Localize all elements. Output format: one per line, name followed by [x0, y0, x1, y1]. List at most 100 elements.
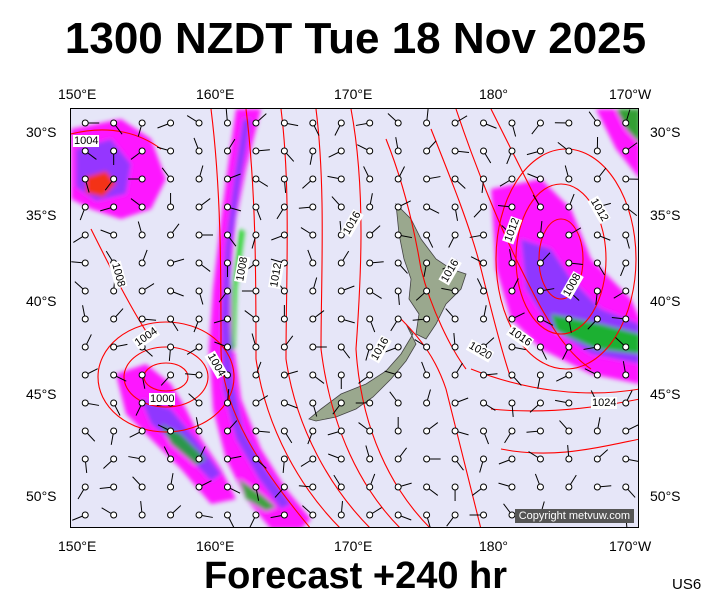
rain-patch-east-heavy — [551, 314, 638, 354]
station-marker — [480, 119, 488, 127]
north-island — [395, 202, 467, 340]
station-marker — [451, 175, 459, 183]
station-marker — [622, 287, 630, 295]
station-marker — [480, 511, 488, 519]
station-marker — [195, 287, 203, 295]
lat-label-right-40s: 40°S — [650, 293, 681, 309]
station-marker — [451, 399, 459, 407]
station-marker — [252, 427, 260, 435]
lat-label-left-40s: 40°S — [26, 293, 57, 309]
station-marker — [81, 371, 89, 379]
station-marker — [337, 315, 345, 323]
station-marker — [280, 455, 288, 463]
station-marker — [508, 483, 516, 491]
station-marker — [195, 203, 203, 211]
station-marker — [337, 259, 345, 267]
station-marker — [366, 399, 374, 407]
station-marker — [622, 483, 630, 491]
rain-patch-nw-heavy — [86, 171, 116, 197]
station-marker — [110, 371, 118, 379]
station-marker — [223, 259, 231, 267]
isobar-9 — [400, 318, 482, 527]
station-marker — [223, 119, 231, 127]
station-marker — [536, 483, 544, 491]
station-marker — [337, 119, 345, 127]
station-marker — [536, 231, 544, 239]
station-marker — [280, 203, 288, 211]
station-marker — [252, 511, 260, 519]
station-marker — [337, 511, 345, 519]
station-marker — [223, 175, 231, 183]
model-code: US6 — [672, 576, 702, 593]
station-marker — [252, 175, 260, 183]
station-marker — [394, 371, 402, 379]
station-marker — [138, 427, 146, 435]
station-marker — [536, 371, 544, 379]
station-marker — [252, 259, 260, 267]
station-marker — [480, 399, 488, 407]
station-marker — [394, 511, 402, 519]
station-marker — [110, 119, 118, 127]
station-marker — [394, 343, 402, 351]
station-marker — [423, 511, 431, 519]
station-marker — [337, 287, 345, 295]
station-marker — [309, 119, 317, 127]
station-marker — [81, 483, 89, 491]
isobar-5 — [280, 109, 370, 527]
station-marker — [252, 455, 260, 463]
station-marker — [110, 399, 118, 407]
station-marker — [508, 455, 516, 463]
station-marker — [280, 175, 288, 183]
station-marker — [138, 147, 146, 155]
station-marker — [110, 455, 118, 463]
station-marker — [81, 343, 89, 351]
station-marker — [337, 455, 345, 463]
station-marker — [223, 399, 231, 407]
station-marker — [508, 119, 516, 127]
station-marker — [622, 343, 630, 351]
station-marker — [81, 399, 89, 407]
station-marker — [81, 287, 89, 295]
station-marker — [110, 483, 118, 491]
station-marker — [366, 119, 374, 127]
rain-patch-sw-heavy — [161, 424, 206, 465]
station-marker — [451, 119, 459, 127]
station-marker — [593, 455, 601, 463]
station-marker — [593, 259, 601, 267]
station-marker — [394, 119, 402, 127]
station-marker — [337, 175, 345, 183]
station-marker — [622, 399, 630, 407]
station-marker — [593, 343, 601, 351]
station-marker — [138, 175, 146, 183]
station-marker — [366, 147, 374, 155]
station-marker — [138, 483, 146, 491]
station-marker — [565, 119, 573, 127]
lat-label-left-30s: 30°S — [26, 124, 57, 140]
station-marker — [337, 427, 345, 435]
station-marker — [167, 147, 175, 155]
copyright-notice: Copyright metvuw.com — [514, 509, 634, 523]
station-marker — [309, 511, 317, 519]
station-marker — [508, 427, 516, 435]
station-marker — [423, 259, 431, 267]
station-marker — [366, 175, 374, 183]
station-marker — [195, 259, 203, 267]
station-marker — [167, 287, 175, 295]
station-marker — [138, 259, 146, 267]
station-marker — [508, 371, 516, 379]
isobar-1 — [71, 129, 162, 150]
station-marker — [394, 315, 402, 323]
station-marker — [252, 119, 260, 127]
station-marker — [394, 259, 402, 267]
lat-label-right-35s: 35°S — [650, 207, 681, 223]
station-marker — [252, 371, 260, 379]
page-title: 1300 NZDT Tue 18 Nov 2025 — [64, 14, 647, 63]
station-marker — [423, 287, 431, 295]
station-marker — [223, 231, 231, 239]
station-marker — [309, 175, 317, 183]
station-marker — [508, 343, 516, 351]
station-marker — [280, 483, 288, 491]
station-marker — [252, 231, 260, 239]
station-marker — [593, 427, 601, 435]
station-marker — [593, 175, 601, 183]
